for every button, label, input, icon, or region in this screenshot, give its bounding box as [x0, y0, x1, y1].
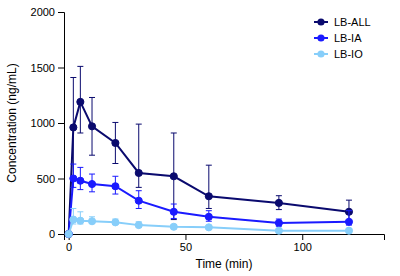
point [345, 227, 352, 234]
point [275, 219, 282, 226]
x-axis-tick-mark [185, 234, 186, 240]
point [112, 219, 119, 226]
series-line [69, 102, 349, 234]
series [65, 208, 352, 237]
y-axis-tick: 500 [37, 173, 64, 185]
error-bar [136, 124, 142, 187]
point [70, 175, 77, 182]
legend-label: LB-ALL [334, 16, 371, 28]
error-bar [70, 164, 76, 187]
y-axis-tick-mark [58, 12, 64, 13]
x-axis: 0 50 100 [65, 234, 385, 253]
error-bar [346, 211, 352, 225]
legend-label: LB-IO [334, 48, 363, 60]
point [70, 124, 77, 131]
y-axis-title: Concentration (ng/mL) [5, 63, 19, 182]
point [77, 98, 84, 105]
y-axis-tick-label: 0 [49, 228, 55, 240]
point [205, 213, 212, 220]
series-line [69, 179, 349, 235]
legend-item: LB-ALL [314, 16, 371, 28]
chart: 0501000500100015002000LB-ALLLB-IALB-IOTi… [0, 0, 400, 276]
x-axis-tick-label: 50 [180, 241, 192, 253]
legend-item: LB-IA [314, 32, 362, 44]
legend-label: LB-IA [334, 32, 362, 44]
point [345, 218, 352, 225]
point [70, 216, 77, 223]
error-bar [77, 212, 83, 224]
point [170, 173, 177, 180]
error-bar [276, 219, 282, 226]
error-bar [206, 211, 212, 222]
point [205, 224, 212, 231]
x-axis-title: Time (min) [196, 257, 253, 271]
x-axis-tick-label: 0 [66, 241, 72, 253]
y-axis-tick: 0 [49, 228, 64, 240]
x-axis-line [65, 235, 385, 241]
y-axis-tick-mark [58, 179, 64, 180]
series [65, 66, 352, 237]
legend-item: LB-IO [314, 48, 363, 60]
point [77, 177, 84, 184]
point [112, 183, 119, 190]
error-bar [70, 77, 76, 177]
point [170, 208, 177, 215]
y-axis-tick-mark [58, 68, 64, 69]
point [77, 217, 84, 224]
point [88, 123, 95, 130]
x-axis-tick: 100 [294, 234, 312, 253]
series [65, 164, 352, 237]
chart-container: 0501000500100015002000LB-ALLLB-IALB-IOTi… [0, 0, 400, 276]
point [88, 218, 95, 225]
y-axis-tick-label: 2000 [31, 6, 55, 18]
point [65, 230, 72, 237]
x-axis-tick-mark [302, 234, 303, 240]
y-axis-tick: 1000 [31, 117, 64, 129]
y-axis-tick-label: 1000 [31, 117, 55, 129]
x-axis-tick: 50 [180, 234, 192, 253]
series-line [69, 220, 349, 234]
plot-area: 0501000500100015002000LB-ALLLB-IALB-IO [31, 6, 385, 253]
legend-swatch [317, 50, 324, 57]
point [135, 169, 142, 176]
legend-swatch [317, 18, 324, 25]
y-axis-tick-mark [58, 234, 64, 235]
error-bar [171, 133, 177, 220]
error-bar [206, 165, 212, 208]
error-bar [136, 191, 142, 209]
point [88, 180, 95, 187]
error-bar [89, 174, 95, 192]
error-bar [77, 66, 83, 133]
legend-swatch [317, 34, 324, 41]
error-bar [77, 167, 83, 189]
point [170, 223, 177, 230]
point [65, 230, 72, 237]
y-axis-tick-label: 500 [37, 173, 55, 185]
error-bar [171, 204, 177, 218]
error-bar [276, 196, 282, 210]
marks [65, 66, 352, 237]
point [65, 230, 72, 237]
error-bar [70, 208, 76, 224]
y-axis-tick-label: 1500 [31, 62, 55, 74]
point [275, 227, 282, 234]
y-axis-tick-mark [58, 123, 64, 124]
legend: LB-ALL LB-IA LB-IO [314, 16, 371, 60]
y-axis-tick: 1500 [31, 62, 64, 74]
error-bar [89, 97, 95, 155]
point [205, 193, 212, 200]
point [275, 199, 282, 206]
y-axis: 0 500 1000 1500 2000 [31, 6, 65, 240]
x-axis-tick-label: 100 [294, 241, 312, 253]
point [135, 197, 142, 204]
y-axis-tick: 2000 [31, 6, 64, 18]
point [135, 222, 142, 229]
y-axis-line [58, 13, 65, 235]
error-bar [112, 122, 118, 163]
error-bar [112, 176, 118, 194]
point [112, 139, 119, 146]
